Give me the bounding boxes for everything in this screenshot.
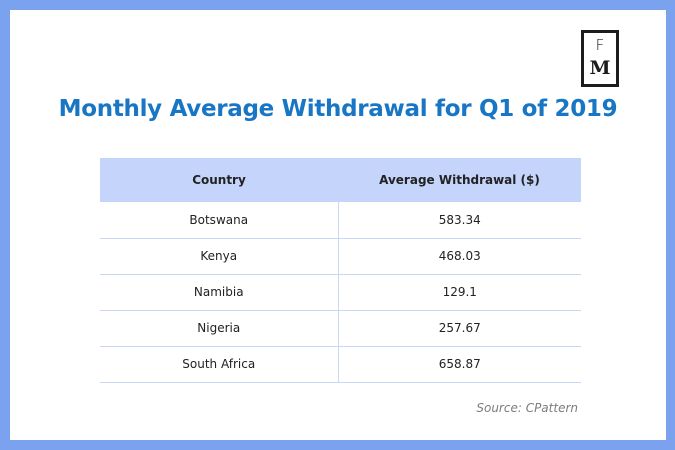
fm-logo: F M: [581, 30, 619, 87]
column-header-country: Country: [100, 158, 338, 202]
table-row: South Africa 658.87: [100, 346, 581, 383]
withdrawal-value-cell: 583.34: [338, 202, 581, 239]
chart-title: Monthly Average Withdrawal for Q1 of 201…: [58, 96, 618, 122]
source-note: Source: CPattern: [476, 401, 578, 415]
country-cell: South Africa: [100, 346, 339, 383]
country-cell: Botswana: [100, 202, 339, 239]
withdrawal-value-cell: 658.87: [338, 346, 581, 383]
infographic-card: F M Monthly Average Withdrawal for Q1 of…: [10, 10, 666, 440]
logo-letter-m: M: [589, 57, 611, 79]
withdrawal-value-cell: 129.1: [338, 274, 581, 311]
country-cell: Kenya: [100, 238, 339, 275]
logo-letter-f: F: [595, 36, 605, 54]
table-row: Kenya 468.03: [100, 238, 581, 275]
country-cell: Namibia: [100, 274, 339, 311]
column-header-average-withdrawal: Average Withdrawal ($): [338, 158, 581, 202]
withdrawal-value-cell: 468.03: [338, 238, 581, 275]
table-row: Nigeria 257.67: [100, 310, 581, 347]
withdrawal-value-cell: 257.67: [338, 310, 581, 347]
country-cell: Nigeria: [100, 310, 339, 347]
withdrawal-table: Country Average Withdrawal ($) Botswana …: [100, 158, 581, 383]
table-row: Namibia 129.1: [100, 274, 581, 311]
table-header-row: Country Average Withdrawal ($): [100, 158, 581, 202]
table-row: Botswana 583.34: [100, 202, 581, 239]
